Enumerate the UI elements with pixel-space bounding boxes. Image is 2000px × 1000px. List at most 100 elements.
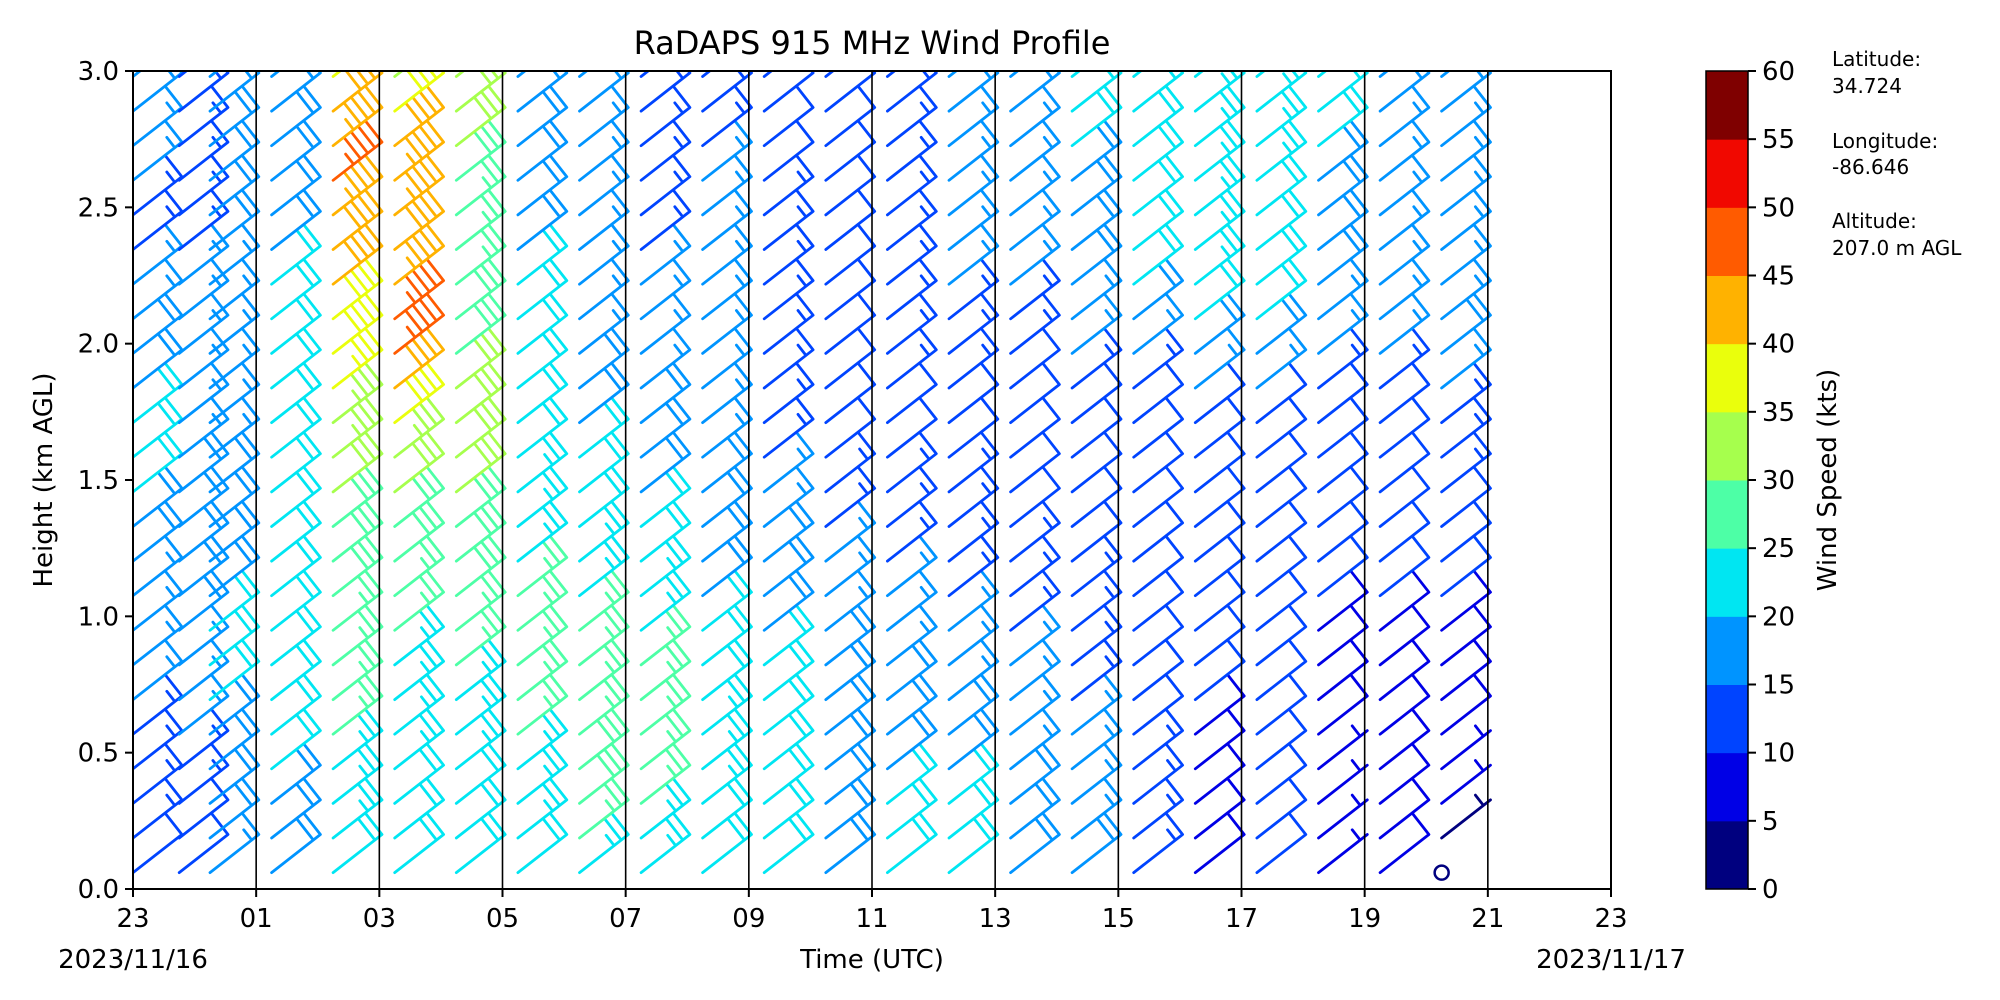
wind-barb xyxy=(886,778,938,840)
colorbar-segment xyxy=(1706,752,1748,822)
wind-barb xyxy=(1440,189,1492,251)
wind-barb xyxy=(578,258,630,321)
wind-barb xyxy=(270,570,322,632)
wind-barb xyxy=(1378,224,1431,286)
wind-barb xyxy=(270,85,322,148)
wind-barb xyxy=(270,466,322,528)
wind-barb xyxy=(331,327,384,390)
wind-barb xyxy=(762,501,815,563)
wind-barb xyxy=(762,778,815,840)
wind-barb xyxy=(177,397,230,459)
wind-barb xyxy=(270,501,322,563)
wind-barb xyxy=(1193,570,1246,632)
wind-barb xyxy=(824,812,877,874)
wind-barb xyxy=(133,224,184,286)
wind-barb xyxy=(516,71,569,113)
wind-barb xyxy=(1132,85,1184,148)
wind-barb xyxy=(393,708,445,771)
wind-barb xyxy=(1440,535,1492,598)
wind-barb xyxy=(886,189,938,251)
wind-barb xyxy=(1132,397,1184,459)
wind-barb xyxy=(701,778,753,840)
wind-barb xyxy=(516,708,569,771)
wind-barb xyxy=(947,154,1000,217)
wind-barb xyxy=(1070,708,1123,771)
altitude-value: 207.0 m AGL xyxy=(1832,236,1962,260)
wind-barb xyxy=(1132,674,1184,736)
colorbar-segment xyxy=(1706,616,1748,685)
wind-barb xyxy=(1070,85,1123,148)
wind-barb xyxy=(1009,154,1061,217)
wind-barb xyxy=(639,154,692,217)
wind-barb xyxy=(578,466,630,528)
wind-barb xyxy=(1440,120,1492,182)
wind-barb xyxy=(454,71,466,78)
wind-barb xyxy=(1378,154,1431,217)
wind-barb xyxy=(1378,431,1431,494)
y-tick-label: 2.0 xyxy=(78,330,119,360)
wind-barb xyxy=(177,570,230,632)
wind-barb xyxy=(331,120,384,182)
wind-barb xyxy=(1009,743,1061,805)
wind-barb xyxy=(639,258,692,321)
wind-barb xyxy=(454,71,507,113)
wind-barb xyxy=(270,71,322,113)
wind-barb xyxy=(454,120,507,182)
wind-barb xyxy=(886,501,938,563)
wind-barb xyxy=(208,71,220,78)
wind-barb xyxy=(331,604,384,667)
wind-barb xyxy=(1440,224,1492,286)
colorbar-tick-label: 15 xyxy=(1762,671,1795,701)
wind-barb xyxy=(177,327,230,390)
wind-barb xyxy=(578,604,630,667)
x-tick-label: 15 xyxy=(1102,904,1135,934)
wind-barb xyxy=(1317,604,1369,667)
wind-barb xyxy=(177,466,230,528)
wind-barb xyxy=(454,431,507,494)
wind-barb xyxy=(1255,535,1308,598)
wind-barb xyxy=(454,85,507,148)
wind-barb xyxy=(1440,154,1492,217)
colorbar: 0 5 10 15 20 25 30 35 40 45 50 55 60 xyxy=(1705,57,1795,905)
wind-barb xyxy=(1378,120,1431,182)
wind-barb xyxy=(1255,327,1308,390)
wind-barb xyxy=(701,85,753,148)
wind-barb xyxy=(331,362,384,424)
wind-barb xyxy=(947,397,1000,459)
x-tick-label: 19 xyxy=(1348,904,1381,934)
wind-barb xyxy=(639,327,692,390)
wind-barb xyxy=(1070,743,1123,805)
wind-barb xyxy=(454,327,507,390)
wind-barb xyxy=(947,258,1000,321)
wind-barb xyxy=(393,812,445,874)
y-tick-label: 0.5 xyxy=(78,739,119,769)
y-tick-label: 1.0 xyxy=(78,602,119,632)
wind-barb xyxy=(177,778,230,840)
wind-barb xyxy=(454,812,507,874)
colorbar-tick-label: 25 xyxy=(1762,534,1795,564)
wind-barb xyxy=(1317,793,1369,840)
wind-barb xyxy=(454,258,507,321)
wind-barb xyxy=(393,120,445,182)
colorbar-tick-label: 0 xyxy=(1762,875,1779,905)
wind-barb xyxy=(1132,258,1184,321)
wind-barb xyxy=(270,362,322,424)
wind-barb xyxy=(824,258,877,321)
wind-barb xyxy=(1070,604,1123,667)
wind-barb xyxy=(886,258,938,321)
wind-barb xyxy=(1070,293,1123,355)
wind-barb xyxy=(331,778,384,840)
wind-barb xyxy=(516,743,569,805)
wind-barb xyxy=(393,224,445,286)
wind-barb xyxy=(824,639,877,701)
wind-barb xyxy=(578,189,630,251)
wind-barb xyxy=(886,397,938,459)
wind-barb xyxy=(270,639,322,701)
wind-barb xyxy=(1378,604,1431,667)
wind-barb xyxy=(1132,743,1184,805)
wind-barb xyxy=(133,570,184,632)
wind-barb xyxy=(1378,743,1431,805)
wind-barb xyxy=(454,743,507,805)
wind-barb xyxy=(1255,362,1308,424)
wind-barb xyxy=(454,604,507,667)
